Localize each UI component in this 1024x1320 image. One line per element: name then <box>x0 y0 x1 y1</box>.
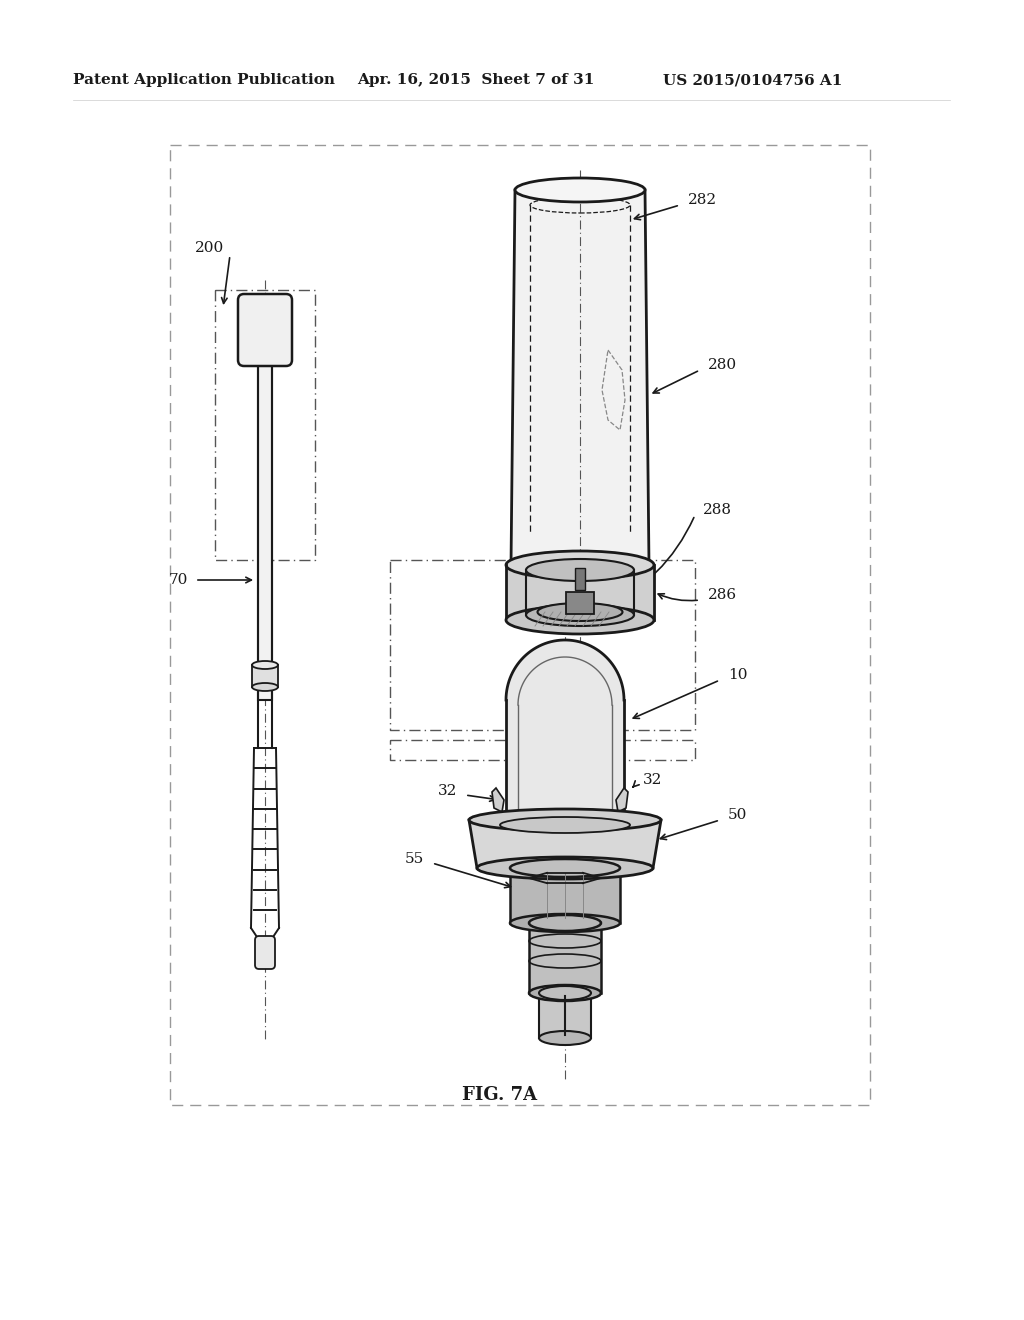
Ellipse shape <box>526 558 634 581</box>
Polygon shape <box>511 190 649 565</box>
Ellipse shape <box>539 986 591 1001</box>
Ellipse shape <box>539 1031 591 1045</box>
Polygon shape <box>506 640 624 820</box>
Ellipse shape <box>529 985 601 1001</box>
Ellipse shape <box>252 682 278 690</box>
Bar <box>575 568 585 590</box>
FancyBboxPatch shape <box>238 294 292 366</box>
Text: Patent Application Publication: Patent Application Publication <box>73 73 335 87</box>
Bar <box>258 366 272 700</box>
Text: 70: 70 <box>169 573 188 587</box>
Text: Apr. 16, 2015  Sheet 7 of 31: Apr. 16, 2015 Sheet 7 of 31 <box>357 73 594 87</box>
Bar <box>539 993 591 1038</box>
Ellipse shape <box>526 605 634 626</box>
Bar <box>566 591 594 614</box>
Polygon shape <box>469 820 662 869</box>
Ellipse shape <box>252 661 278 669</box>
Polygon shape <box>492 788 504 812</box>
Text: 10: 10 <box>728 668 748 682</box>
Ellipse shape <box>506 810 624 830</box>
Ellipse shape <box>506 606 654 634</box>
Text: 280: 280 <box>708 358 737 372</box>
Bar <box>510 869 620 923</box>
Text: 286: 286 <box>708 587 737 602</box>
Ellipse shape <box>510 859 620 876</box>
Text: 282: 282 <box>688 193 717 207</box>
Ellipse shape <box>469 809 662 832</box>
Ellipse shape <box>506 550 654 579</box>
Text: 50: 50 <box>728 808 748 822</box>
Bar <box>506 565 654 620</box>
Text: 55: 55 <box>404 851 424 866</box>
Text: FIG. 7A: FIG. 7A <box>463 1086 538 1104</box>
Ellipse shape <box>500 817 630 833</box>
Ellipse shape <box>515 178 645 202</box>
Bar <box>529 923 601 993</box>
Ellipse shape <box>538 603 623 620</box>
Text: 200: 200 <box>195 242 224 255</box>
Text: US 2015/0104756 A1: US 2015/0104756 A1 <box>663 73 843 87</box>
Ellipse shape <box>529 915 601 931</box>
Ellipse shape <box>477 857 653 879</box>
Polygon shape <box>616 788 628 812</box>
Ellipse shape <box>510 913 620 932</box>
FancyBboxPatch shape <box>255 936 275 969</box>
Text: 32: 32 <box>643 774 663 787</box>
Bar <box>252 665 278 686</box>
Text: 32: 32 <box>437 784 457 799</box>
Text: 288: 288 <box>703 503 732 517</box>
